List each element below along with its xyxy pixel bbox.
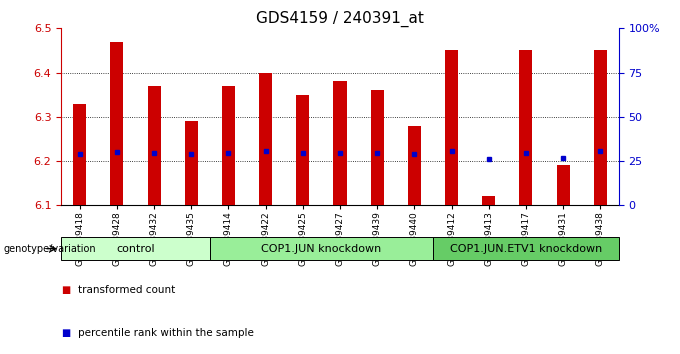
Bar — [148, 86, 160, 205]
Bar — [222, 86, 235, 205]
Bar — [110, 42, 124, 205]
Bar — [61, 237, 210, 260]
Bar — [259, 73, 272, 205]
Text: control: control — [116, 244, 155, 254]
Bar — [333, 81, 347, 205]
Text: ■: ■ — [61, 328, 71, 338]
Bar — [185, 121, 198, 205]
Title: GDS4159 / 240391_at: GDS4159 / 240391_at — [256, 11, 424, 27]
Bar — [594, 51, 607, 205]
Bar — [520, 51, 532, 205]
Bar — [433, 237, 619, 260]
Bar — [556, 165, 570, 205]
Text: percentile rank within the sample: percentile rank within the sample — [78, 328, 254, 338]
Text: genotype/variation: genotype/variation — [3, 244, 96, 254]
Bar — [482, 196, 495, 205]
Text: transformed count: transformed count — [78, 285, 175, 295]
Bar — [210, 237, 433, 260]
Bar — [73, 104, 86, 205]
Bar — [371, 90, 384, 205]
Bar — [296, 95, 309, 205]
Text: ■: ■ — [61, 285, 71, 295]
Text: COP1.JUN.ETV1 knockdown: COP1.JUN.ETV1 knockdown — [449, 244, 602, 254]
Bar — [408, 126, 421, 205]
Bar — [445, 51, 458, 205]
Text: COP1.JUN knockdown: COP1.JUN knockdown — [261, 244, 381, 254]
